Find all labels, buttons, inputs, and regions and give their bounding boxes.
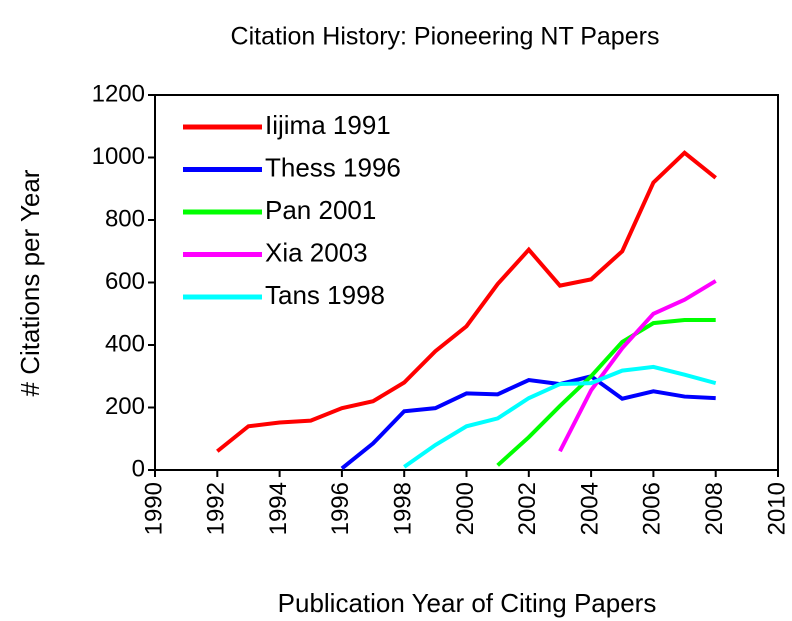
legend-label: Pan 2001 — [265, 195, 376, 225]
x-tick-label: 1992 — [203, 482, 230, 535]
series-line — [216, 150, 717, 453]
y-tick-label: 800 — [105, 205, 145, 232]
legend-label: Iijima 1991 — [265, 110, 391, 140]
y-tick-label: 200 — [105, 393, 145, 420]
series-line — [496, 318, 716, 467]
y-tick-label: 1000 — [92, 143, 145, 170]
y-tick-label: 400 — [105, 330, 145, 357]
x-tick-label: 2008 — [701, 482, 728, 535]
x-axis-label: Publication Year of Citing Papers — [278, 588, 657, 618]
legend-label: Tans 1998 — [265, 280, 385, 310]
x-tick-label: 2002 — [514, 482, 541, 535]
chart-title: Citation History: Pioneering NT Papers — [231, 23, 660, 51]
x-tick-label: 1998 — [390, 482, 417, 535]
y-tick-label: 1200 — [92, 80, 145, 107]
x-tick-label: 1994 — [265, 482, 292, 535]
x-tick-label: 1990 — [140, 482, 167, 535]
x-tick-label: 2004 — [576, 482, 603, 535]
y-axis-label: # Citations per Year — [15, 169, 45, 396]
x-tick-label: 2006 — [639, 482, 666, 535]
y-tick-label: 0 — [132, 455, 145, 482]
x-tick-label: 2000 — [452, 482, 479, 535]
series-line — [340, 374, 716, 470]
x-tick-label: 2010 — [763, 482, 790, 535]
series-line — [403, 364, 717, 469]
x-tick-label: 1996 — [327, 482, 354, 535]
series-line — [558, 279, 717, 453]
y-tick-label: 600 — [105, 268, 145, 295]
legend-label: Xia 2003 — [265, 237, 368, 267]
legend-label: Thess 1996 — [265, 152, 401, 182]
